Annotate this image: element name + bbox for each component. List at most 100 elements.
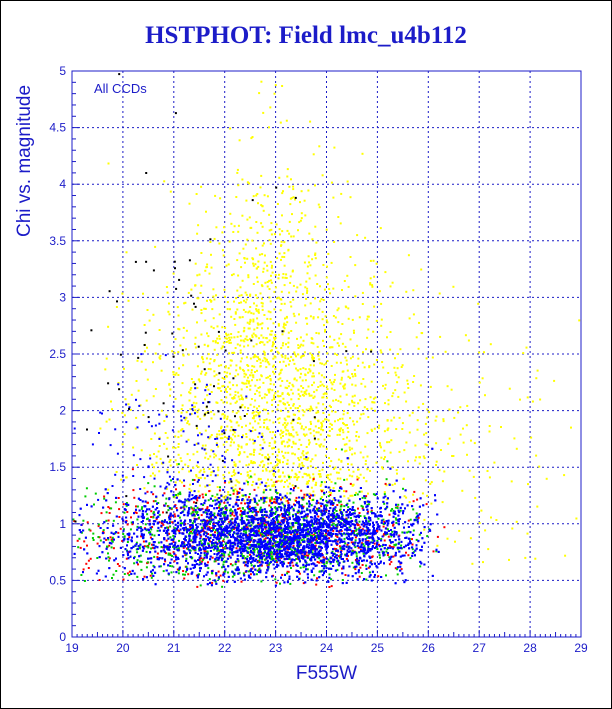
- data-point: [197, 466, 200, 469]
- data-point: [167, 552, 170, 555]
- data-point: [203, 477, 206, 480]
- data-point: [150, 528, 153, 531]
- data-point: [297, 407, 299, 410]
- data-point: [226, 425, 229, 428]
- data-point: [208, 362, 211, 365]
- data-point: [165, 414, 168, 417]
- data-point: [202, 527, 204, 530]
- data-point: [315, 431, 318, 434]
- data-point: [279, 377, 282, 380]
- data-point: [381, 466, 383, 469]
- data-point: [346, 180, 349, 183]
- data-point: [260, 80, 263, 83]
- data-point: [234, 323, 237, 326]
- data-point: [264, 456, 266, 459]
- data-point: [213, 456, 216, 459]
- data-point: [194, 346, 197, 349]
- data-point: [282, 342, 285, 345]
- data-point: [269, 260, 272, 263]
- data-point: [168, 532, 171, 535]
- data-point: [218, 337, 221, 340]
- data-point: [255, 304, 258, 307]
- data-point: [294, 198, 296, 201]
- data-point: [232, 471, 235, 474]
- data-point: [311, 525, 314, 528]
- data-point: [510, 480, 513, 483]
- data-point: [306, 534, 309, 537]
- data-point: [261, 460, 264, 463]
- data-point: [216, 474, 219, 477]
- data-point: [267, 376, 270, 379]
- data-point: [314, 252, 317, 255]
- data-point: [130, 516, 132, 519]
- data-point: [355, 491, 358, 494]
- data-point: [353, 401, 356, 404]
- data-point: [224, 504, 227, 507]
- data-point: [329, 494, 332, 496]
- data-point: [382, 518, 385, 521]
- data-point: [273, 498, 276, 501]
- data-point: [213, 453, 216, 456]
- data-point: [405, 290, 408, 293]
- data-point: [158, 329, 161, 331]
- data-point: [268, 213, 271, 216]
- data-point: [248, 322, 251, 325]
- data-point: [386, 548, 389, 551]
- data-point: [159, 457, 162, 460]
- data-point: [271, 330, 274, 333]
- data-point: [171, 565, 174, 568]
- data-point: [210, 544, 213, 547]
- data-point: [246, 471, 249, 474]
- data-point: [304, 434, 306, 437]
- data-point: [354, 559, 357, 561]
- data-point: [272, 481, 275, 484]
- data-point: [390, 535, 393, 538]
- data-point: [320, 481, 323, 484]
- data-point: [84, 495, 87, 498]
- data-point: [298, 221, 301, 224]
- data-point: [326, 321, 329, 324]
- data-point: [196, 411, 199, 414]
- data-point: [405, 441, 408, 444]
- data-point: [295, 557, 298, 560]
- data-point: [303, 472, 306, 475]
- data-point: [388, 441, 391, 444]
- data-point: [305, 333, 308, 336]
- data-point: [386, 554, 389, 557]
- data-point: [346, 274, 349, 277]
- data-point: [220, 347, 223, 350]
- data-point: [271, 551, 274, 554]
- data-point: [280, 498, 282, 501]
- data-point: [244, 557, 247, 560]
- data-point: [293, 487, 295, 489]
- data-point: [234, 563, 237, 566]
- data-point: [242, 330, 245, 333]
- data-point: [82, 519, 85, 522]
- data-point: [337, 530, 340, 533]
- data-point: [384, 456, 386, 459]
- data-point: [125, 504, 128, 507]
- data-point: [314, 532, 317, 535]
- data-point: [328, 434, 331, 437]
- data-point: [359, 566, 362, 569]
- data-point: [298, 459, 301, 461]
- data-point: [325, 499, 328, 502]
- data-point: [259, 186, 262, 189]
- data-point: [256, 317, 259, 320]
- data-point: [277, 528, 280, 531]
- data-point: [271, 544, 274, 547]
- data-point: [286, 379, 289, 382]
- data-point: [233, 431, 236, 434]
- data-point: [377, 575, 380, 578]
- data-point: [251, 498, 254, 501]
- data-point: [207, 457, 210, 460]
- data-point: [177, 430, 180, 433]
- data-point: [357, 476, 360, 479]
- data-point: [246, 534, 249, 537]
- data-point: [262, 408, 265, 411]
- data-point: [222, 496, 225, 499]
- data-point: [100, 512, 103, 515]
- data-point: [153, 555, 156, 558]
- data-point: [425, 503, 428, 506]
